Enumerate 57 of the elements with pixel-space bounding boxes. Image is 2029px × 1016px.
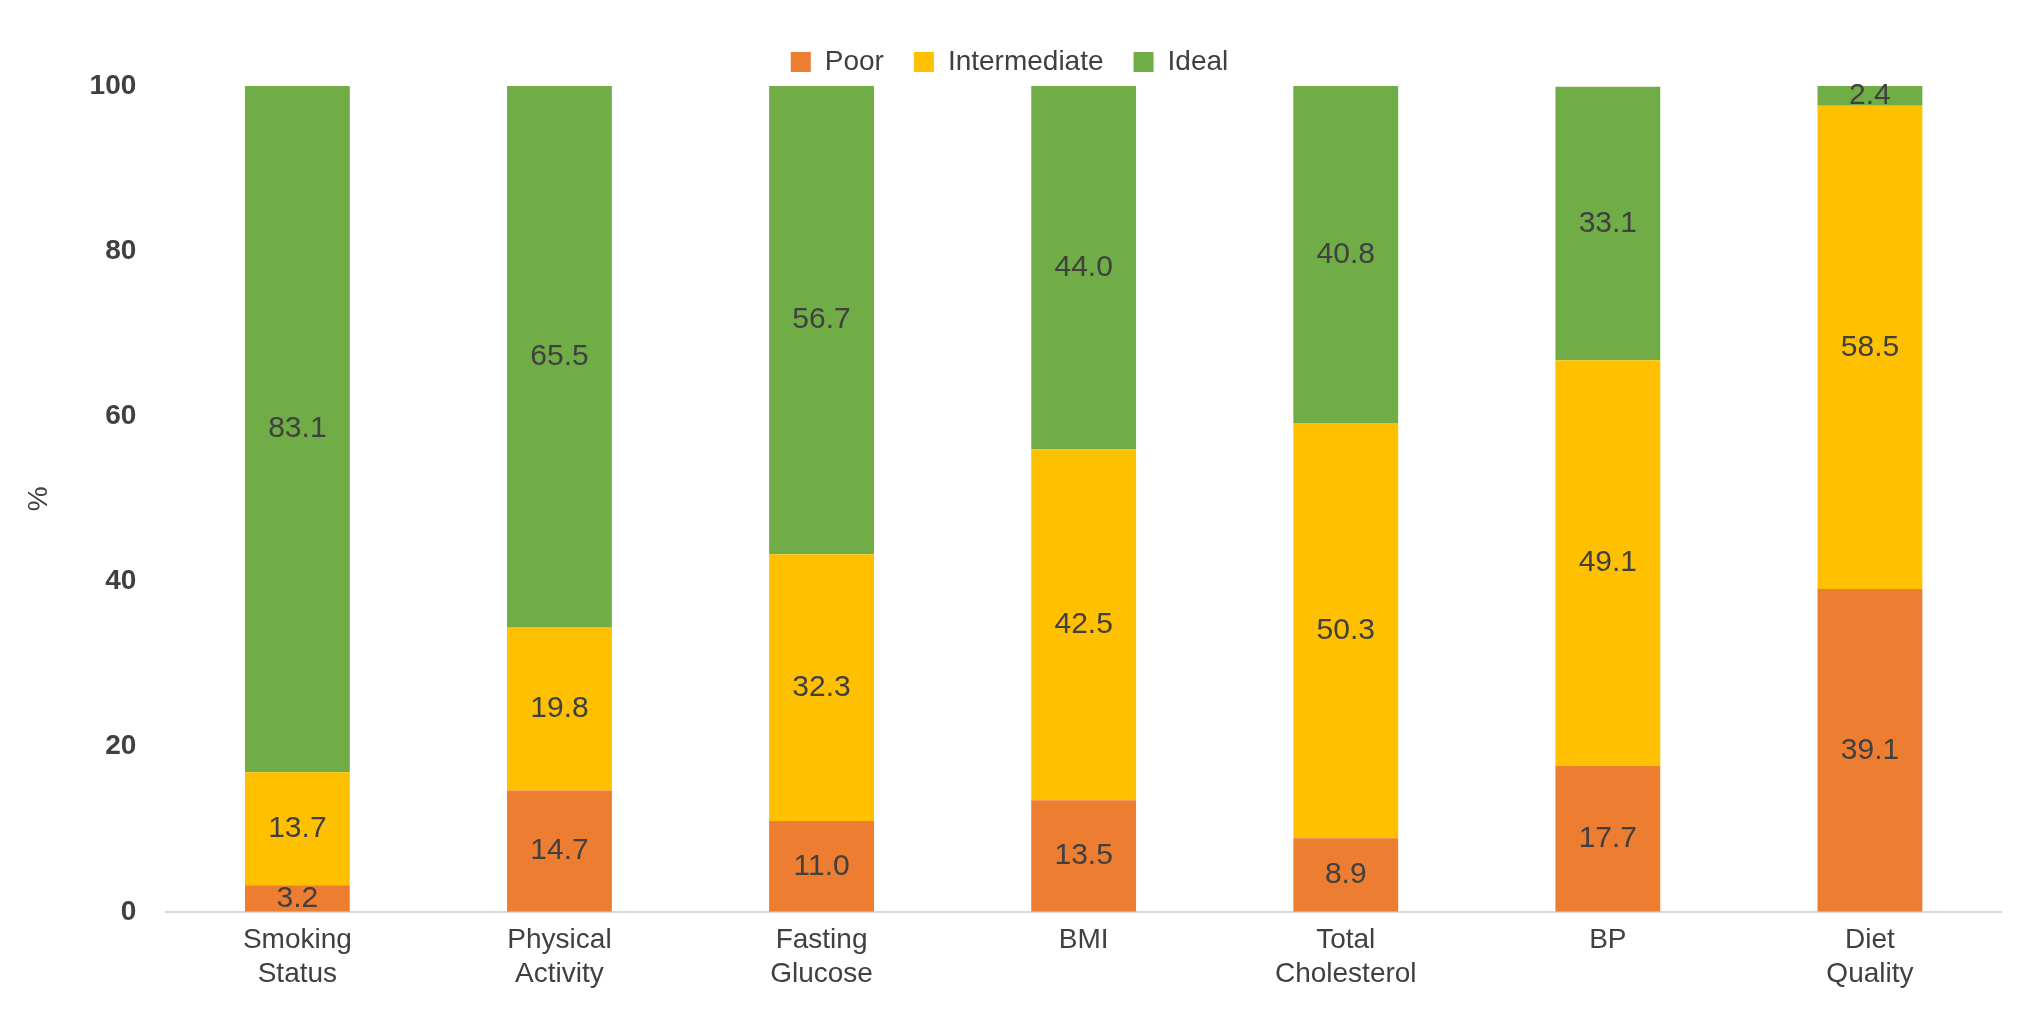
bar (769, 86, 874, 555)
data-label: 17.7 (1578, 819, 1638, 853)
data-label: 49.1 (1578, 544, 1638, 578)
bar (1031, 800, 1137, 912)
bar (507, 86, 612, 627)
data-label: 33.1 (1578, 204, 1638, 238)
bar (1293, 422, 1399, 839)
data-label: 32.3 (792, 668, 851, 702)
data-label: 11.0 (793, 847, 850, 881)
bar (1817, 588, 1923, 912)
x-tick-label: BMI (1058, 923, 1109, 955)
data-label: 83.1 (268, 410, 327, 444)
y-tick-label: 40 (105, 564, 137, 596)
y-axis-title: % (21, 486, 53, 512)
data-label: 14.7 (530, 832, 589, 866)
bar (1031, 449, 1137, 801)
bar (244, 86, 350, 773)
data-label: 13.7 (268, 810, 327, 844)
x-tick-label: Fasting Glucose (770, 923, 873, 988)
bar (1293, 86, 1399, 423)
data-label: 44.0 (1054, 248, 1113, 282)
data-label: 39.1 (1840, 731, 1900, 765)
x-tick-label: Physical Activity (507, 923, 612, 988)
y-tick-label: 20 (105, 729, 137, 761)
x-tick-label: BP (1589, 923, 1627, 955)
y-tick-label: 100 (89, 68, 137, 100)
data-label: 56.7 (792, 301, 851, 335)
y-tick-label: 0 (120, 894, 137, 926)
x-tick-label: Diet Quality (1826, 923, 1914, 988)
bar (507, 790, 612, 912)
y-tick-label: 80 (105, 233, 137, 265)
data-label: 42.5 (1054, 606, 1113, 640)
bar (1555, 86, 1661, 361)
data-label: 19.8 (530, 689, 589, 723)
data-label: 40.8 (1316, 235, 1375, 269)
legend-label: Intermediate (947, 44, 1104, 76)
data-label: 65.5 (530, 337, 589, 371)
x-tick-label: Total Cholesterol (1274, 923, 1417, 988)
bar (769, 554, 874, 821)
x-tick-label: Smoking Status (242, 923, 352, 988)
data-label: 3.2 (276, 879, 319, 913)
bar (1555, 765, 1661, 912)
data-label: 50.3 (1316, 611, 1375, 645)
data-label: 8.9 (1324, 856, 1367, 890)
bar (1031, 86, 1137, 450)
data-label: 58.5 (1840, 328, 1900, 362)
data-label: 13.5 (1054, 837, 1113, 871)
data-label: 2.4 (1849, 77, 1891, 111)
bar (769, 820, 874, 912)
bar (507, 626, 612, 791)
bar (1817, 105, 1923, 589)
bar (1555, 360, 1661, 766)
legend-label: Poor (824, 44, 884, 76)
legend-label: Ideal (1167, 44, 1229, 76)
bar (1293, 838, 1399, 912)
y-tick-label: 60 (105, 399, 137, 431)
bar (244, 772, 350, 886)
